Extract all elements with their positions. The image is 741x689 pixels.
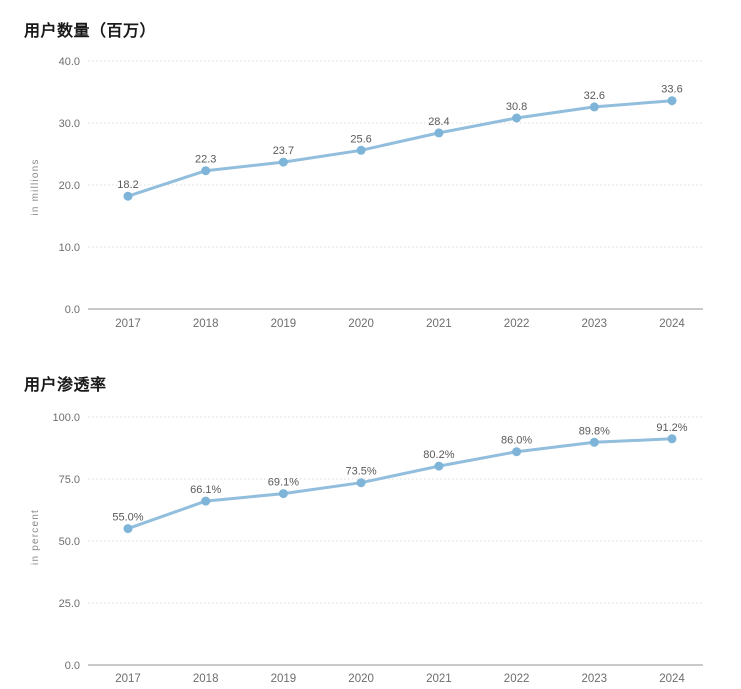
data-point-label: 73.5% xyxy=(345,466,376,478)
data-point-label: 30.8 xyxy=(506,101,527,113)
data-point-marker[interactable] xyxy=(434,128,444,138)
x-tick-label: 2017 xyxy=(115,318,141,330)
data-point-marker[interactable] xyxy=(123,524,133,534)
data-point-marker[interactable] xyxy=(201,496,211,506)
x-tick-label: 2021 xyxy=(426,318,452,330)
y-tick-label: 30.0 xyxy=(59,118,80,130)
line-series xyxy=(126,99,674,198)
data-point-marker[interactable] xyxy=(201,166,211,176)
y-axis-label: in millions xyxy=(30,158,41,215)
data-point-marker[interactable] xyxy=(356,145,366,155)
x-tick-label: 2022 xyxy=(504,318,530,330)
data-point-label: 18.2 xyxy=(117,179,138,191)
x-tick-label: 2023 xyxy=(582,673,608,685)
x-tick-label: 2023 xyxy=(582,318,608,330)
x-tick-label: 2019 xyxy=(271,673,297,685)
data-point-label: 69.1% xyxy=(268,477,299,489)
x-tick-label: 2018 xyxy=(193,673,219,685)
x-tick-label: 2017 xyxy=(115,673,141,685)
data-point-marker[interactable] xyxy=(512,447,522,457)
y-axis-label: in percent xyxy=(30,509,41,565)
y-tick-label: 50.0 xyxy=(59,536,80,548)
data-point-marker[interactable] xyxy=(667,96,677,106)
data-point-label: 80.2% xyxy=(423,449,454,461)
data-point-marker[interactable] xyxy=(667,434,677,444)
line-series xyxy=(126,437,674,531)
data-point-label: 32.6 xyxy=(584,90,605,102)
data-point-label: 86.0% xyxy=(501,435,532,447)
y-tick-label: 0.0 xyxy=(65,660,80,672)
data-point-marker[interactable] xyxy=(512,113,522,123)
data-point-label: 23.7 xyxy=(273,145,294,157)
y-tick-label: 40.0 xyxy=(59,56,80,68)
y-tick-label: 25.0 xyxy=(59,598,80,610)
data-point-label: 66.1% xyxy=(190,484,221,496)
chart-0: 0.0 10.0 20.0 30.0 40.0 in millions 18.2 2017 22… xyxy=(30,56,703,330)
data-point-label: 55.0% xyxy=(112,512,143,524)
data-point-marker[interactable] xyxy=(356,478,366,488)
data-point-marker[interactable] xyxy=(123,191,133,201)
data-point-marker[interactable] xyxy=(589,437,599,447)
data-point-label: 22.3 xyxy=(195,154,216,166)
data-point-label: 28.4 xyxy=(428,116,449,128)
chart-title-users: 用户数量（百万） xyxy=(24,23,157,40)
data-point-marker[interactable] xyxy=(434,461,444,471)
data-point-marker[interactable] xyxy=(278,489,288,499)
y-tick-label: 10.0 xyxy=(59,242,80,254)
x-tick-label: 2022 xyxy=(504,673,530,685)
data-point-marker[interactable] xyxy=(278,157,288,167)
data-point-marker[interactable] xyxy=(589,102,599,112)
data-point-label: 89.8% xyxy=(579,425,610,437)
y-tick-label: 75.0 xyxy=(59,474,80,486)
x-tick-label: 2021 xyxy=(426,673,452,685)
y-tick-label: 100.0 xyxy=(52,412,80,424)
data-point-label: 33.6 xyxy=(661,84,682,96)
x-tick-label: 2024 xyxy=(659,318,685,330)
data-point-label: 25.6 xyxy=(350,133,371,145)
x-tick-label: 2020 xyxy=(348,673,374,685)
y-tick-label: 20.0 xyxy=(59,180,80,192)
chart-1: 0.0 25.0 50.0 75.0 100.0 in percent 55.0% 2017 6… xyxy=(30,412,703,685)
x-tick-label: 2024 xyxy=(659,673,685,685)
x-tick-label: 2020 xyxy=(348,318,374,330)
x-tick-label: 2018 xyxy=(193,318,219,330)
x-tick-label: 2019 xyxy=(271,318,297,330)
chart-title-penetration: 用户渗透率 xyxy=(24,377,107,394)
data-point-label: 91.2% xyxy=(656,422,687,434)
y-tick-label: 0.0 xyxy=(65,304,80,316)
